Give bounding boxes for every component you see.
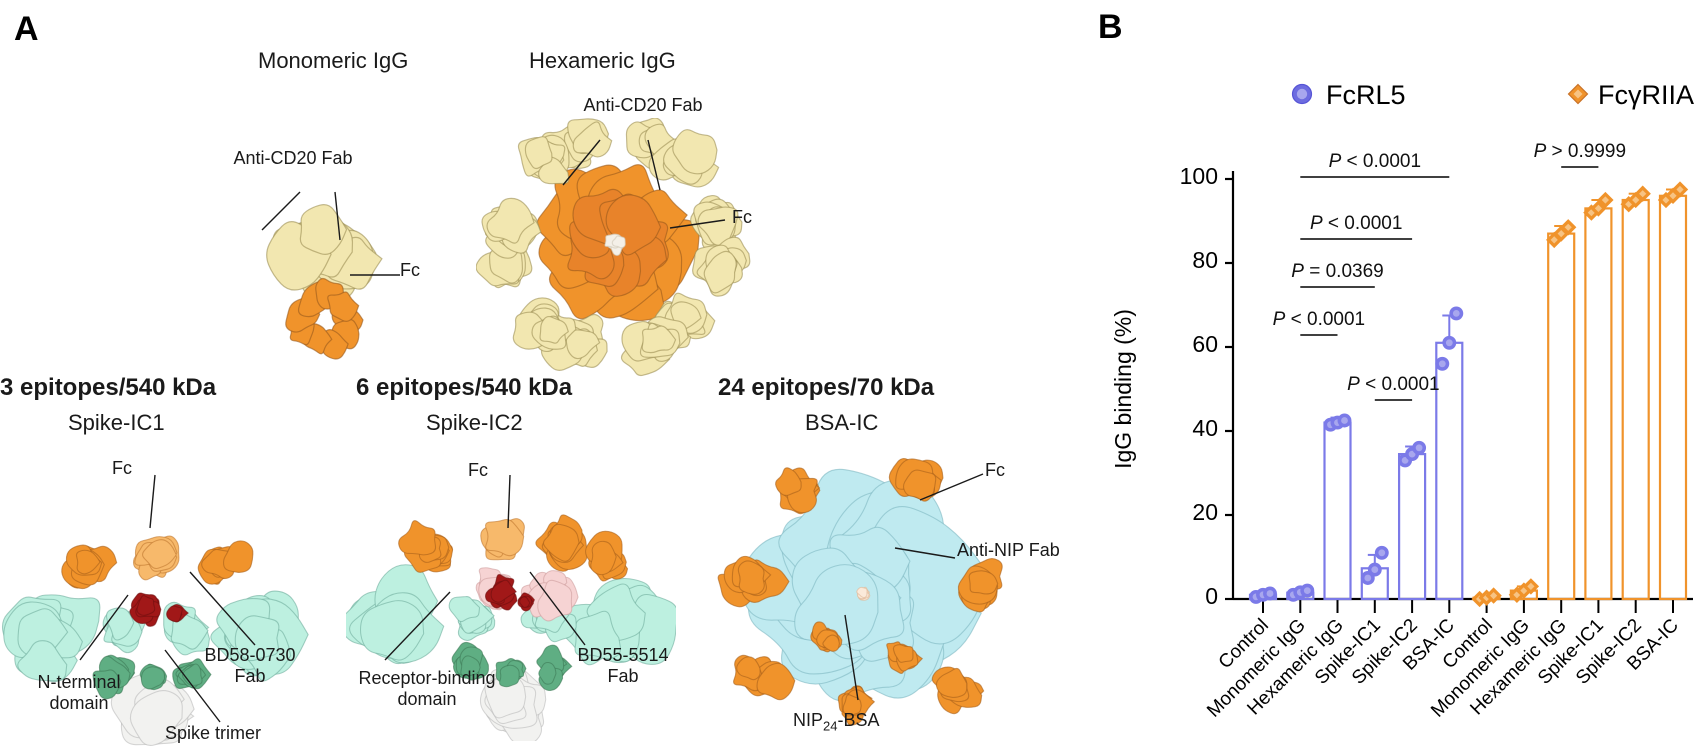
- svg-text:P > 0.9999: P > 0.9999: [1534, 141, 1626, 162]
- svg-text:P = 0.0369: P = 0.0369: [1291, 261, 1383, 282]
- svg-text:P < 0.0001: P < 0.0001: [1329, 151, 1421, 172]
- svg-text:P < 0.0001: P < 0.0001: [1347, 374, 1439, 395]
- svg-text:P < 0.0001: P < 0.0001: [1310, 213, 1402, 234]
- svg-text:P < 0.0001: P < 0.0001: [1273, 309, 1365, 330]
